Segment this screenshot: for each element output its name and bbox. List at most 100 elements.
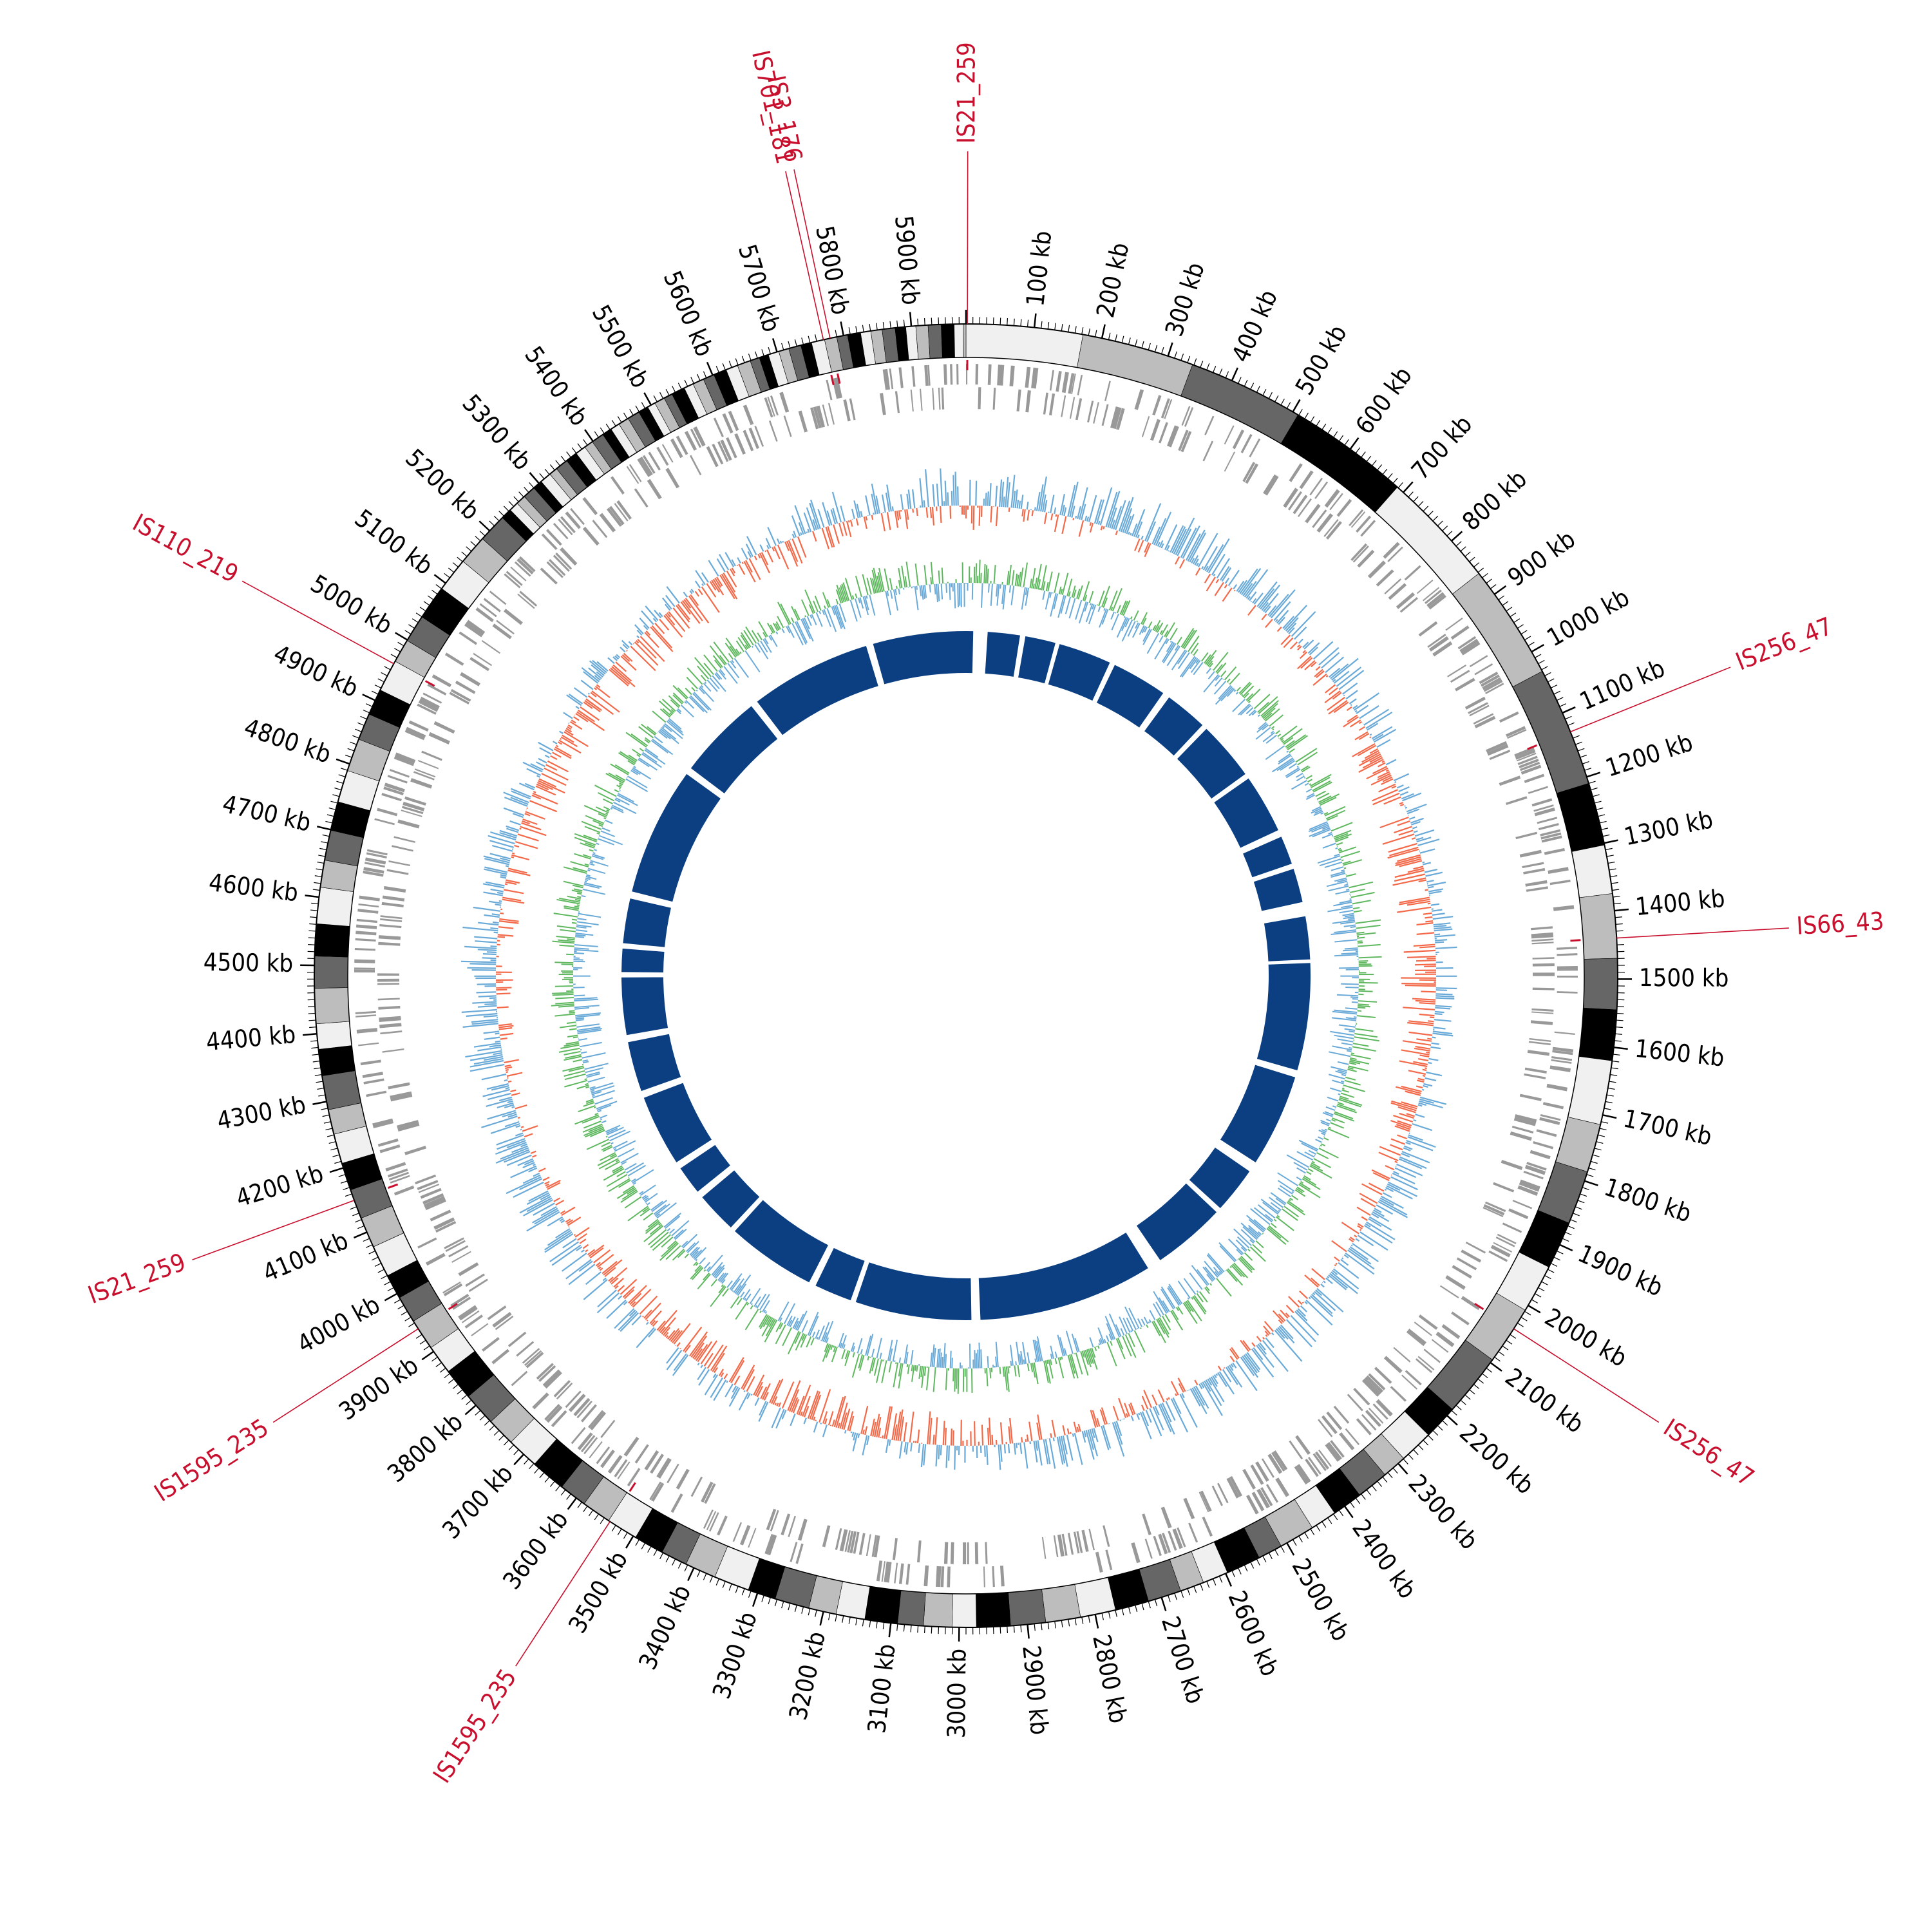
minor-tick xyxy=(741,355,745,363)
gene-feature xyxy=(354,947,375,951)
gene-feature xyxy=(1323,518,1339,537)
inner-block xyxy=(1136,1183,1217,1260)
gene-feature xyxy=(1432,641,1453,657)
minor-tick xyxy=(1392,1468,1398,1474)
gene-feature xyxy=(1025,390,1031,413)
gene-feature xyxy=(616,500,632,520)
gene-feature xyxy=(1110,406,1119,429)
gene-feature xyxy=(690,428,702,448)
minor-tick xyxy=(1451,1410,1457,1416)
ideogram-band xyxy=(965,323,1084,368)
minor-tick xyxy=(493,1430,500,1436)
minor-tick xyxy=(1423,1439,1429,1446)
minor-tick xyxy=(1333,431,1338,438)
minor-tick xyxy=(1344,439,1349,446)
gene-feature xyxy=(1484,1201,1506,1213)
minor-tick xyxy=(1502,601,1509,606)
gene-feature xyxy=(1414,1321,1432,1336)
minor-tick xyxy=(439,1367,446,1373)
gene-feature xyxy=(1514,746,1535,758)
gene-feature xyxy=(889,368,894,390)
minor-tick xyxy=(848,1616,851,1624)
minor-tick xyxy=(1469,1389,1475,1395)
gene-feature xyxy=(1531,798,1553,807)
gene-feature xyxy=(1534,807,1555,817)
ideogram-band xyxy=(316,887,354,927)
gene-feature xyxy=(378,942,401,946)
gene-feature xyxy=(1093,402,1099,424)
gene-feature xyxy=(404,728,426,741)
gene-feature xyxy=(573,1397,591,1417)
gene-feature xyxy=(1531,1008,1554,1012)
gene-feature xyxy=(1557,969,1578,971)
gene-feature xyxy=(1417,1356,1435,1370)
gene-feature xyxy=(1393,1347,1411,1363)
gene-feature xyxy=(393,755,415,766)
major-tick xyxy=(1094,1614,1099,1629)
minor-tick xyxy=(594,431,599,438)
gene-feature xyxy=(1350,543,1367,562)
gene-feature xyxy=(459,631,478,645)
gene-feature xyxy=(1396,592,1416,609)
minor-tick xyxy=(1442,1420,1448,1426)
minor-tick xyxy=(741,1588,745,1596)
gene-feature xyxy=(1232,429,1245,450)
gene-feature xyxy=(1249,438,1261,458)
gene-feature xyxy=(1486,744,1509,756)
minor-tick xyxy=(452,1384,459,1389)
minor-tick xyxy=(318,1094,326,1097)
gene-feature xyxy=(1177,1527,1186,1548)
gene-feature xyxy=(626,466,639,484)
minor-tick xyxy=(594,1513,599,1520)
is-label: IS21_259 xyxy=(952,42,980,144)
minor-tick xyxy=(1604,1108,1611,1110)
gene-feature xyxy=(541,533,558,551)
gene-feature xyxy=(1299,470,1314,489)
gene-feature xyxy=(1528,786,1549,794)
gene-feature xyxy=(355,1010,376,1014)
tick-label: 3800 kb xyxy=(382,1407,468,1488)
minor-tick xyxy=(611,1525,616,1532)
gene-feature xyxy=(385,1162,406,1171)
gene-feature xyxy=(496,620,515,635)
minor-tick xyxy=(1361,1493,1366,1500)
minor-tick xyxy=(1567,1225,1575,1229)
gene-feature xyxy=(1077,374,1083,395)
gene-feature xyxy=(1531,942,1554,945)
minor-tick xyxy=(479,1415,486,1421)
minor-tick xyxy=(1613,896,1620,898)
gene-feature xyxy=(667,1463,679,1484)
tick-label: 3100 kb xyxy=(862,1642,901,1735)
minor-tick xyxy=(448,1378,455,1384)
gene-feature xyxy=(428,732,450,744)
gene-feature xyxy=(1260,1487,1273,1506)
minor-tick xyxy=(1541,666,1548,670)
minor-tick xyxy=(355,728,362,732)
minor-tick xyxy=(728,1584,732,1591)
gene-feature xyxy=(1483,1204,1505,1216)
gene-feature xyxy=(892,1538,898,1560)
gene-feature xyxy=(380,918,402,922)
minor-tick xyxy=(448,567,455,573)
minor-tick xyxy=(1573,1213,1580,1217)
inner-block xyxy=(1096,665,1164,728)
gene-feature xyxy=(1361,1379,1379,1397)
minor-tick xyxy=(1535,1293,1542,1298)
minor-tick xyxy=(357,722,365,726)
minor-tick xyxy=(1154,1599,1158,1607)
tick-label: 3900 kb xyxy=(334,1351,423,1426)
ideogram-band xyxy=(1041,1584,1081,1623)
minor-tick xyxy=(1218,368,1223,375)
ideogram-band xyxy=(1008,1589,1046,1626)
gene-feature xyxy=(444,1237,464,1249)
minor-tick xyxy=(808,336,811,343)
minor-tick xyxy=(314,1074,322,1076)
minor-tick xyxy=(1570,1219,1577,1223)
minor-tick xyxy=(518,491,524,498)
minor-tick xyxy=(1594,1148,1602,1151)
ideogram-band xyxy=(864,1586,902,1624)
minor-tick xyxy=(1599,1128,1607,1131)
minor-tick xyxy=(1174,1593,1177,1600)
minor-tick xyxy=(397,1305,404,1310)
minor-tick xyxy=(1382,468,1388,475)
